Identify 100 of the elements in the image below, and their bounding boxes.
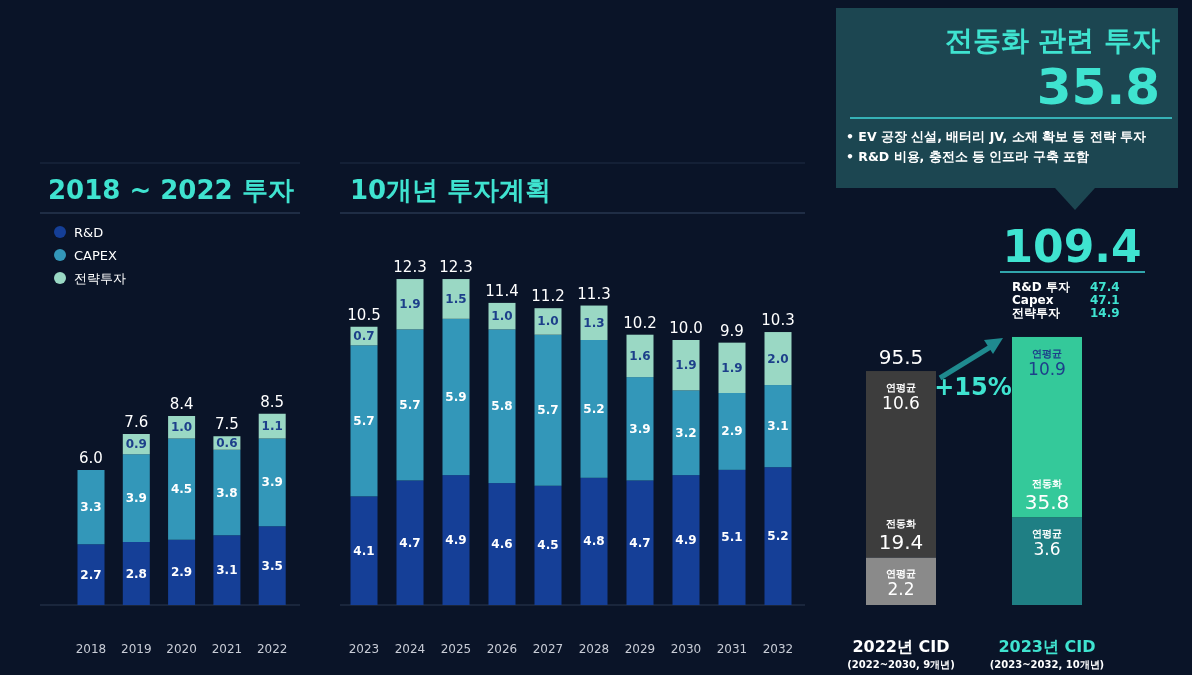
data-label: 1.6: [629, 348, 651, 363]
bar: [672, 390, 700, 476]
total-label: 11.4: [485, 281, 519, 300]
bar: [626, 480, 654, 605]
data-label: 3.9: [629, 421, 651, 436]
data-label: 0.7: [353, 329, 375, 344]
text: (2022~2030, 9개년): [847, 659, 955, 670]
bar: [764, 467, 792, 605]
legend-label: 전략투자: [74, 271, 126, 286]
bar: [488, 329, 516, 484]
bar: [168, 539, 196, 605]
bar: [396, 329, 424, 481]
total-label: 9.9: [720, 321, 744, 340]
data-label: 5.7: [353, 413, 375, 428]
x-tick-label: 2022: [256, 642, 288, 656]
data-label: 5.7: [399, 397, 421, 412]
bar: [764, 332, 792, 386]
bar: [626, 377, 654, 481]
chart-title: 10개년 투자계획: [350, 175, 552, 205]
data-label: 0.9: [125, 437, 147, 452]
bar: [442, 318, 470, 476]
data-label: 4.6: [491, 537, 513, 552]
data-label: 4.7: [629, 535, 651, 550]
total-label: 10.0: [669, 319, 703, 337]
x-tick-label: 2026: [486, 642, 518, 656]
bar: [77, 470, 105, 545]
bar: [258, 438, 286, 527]
bar: [580, 340, 608, 478]
data-label: 2.9: [721, 424, 743, 439]
data-label: 4.8: [583, 534, 605, 549]
x-tick-label: 2025: [440, 642, 472, 656]
bar: [534, 485, 562, 605]
bar: [1012, 517, 1082, 605]
data-label: 0.6: [216, 436, 238, 450]
x-tick-label: 2019: [121, 642, 152, 656]
text: 35.8: [1036, 58, 1160, 116]
annotation: 연평균 10.9: [1028, 347, 1066, 379]
data-label: 3.1: [216, 563, 238, 578]
annotation: 연평균 10.6: [882, 382, 920, 414]
total-label: 7.5: [214, 415, 239, 434]
x-tick-label: 2023년 CID: [998, 637, 1096, 656]
bar: [442, 475, 470, 605]
x-tick-label: 2028: [578, 642, 610, 656]
bar: [626, 334, 654, 378]
data-label: 1.9: [399, 297, 421, 312]
bar: [672, 340, 700, 391]
bar: [122, 542, 150, 605]
data-label: 1.0: [170, 420, 193, 435]
total-label: 8.5: [260, 392, 285, 411]
bar: [396, 480, 424, 605]
total-label: 12.3: [439, 258, 473, 277]
data-label: 3.9: [125, 491, 147, 506]
data-label: 4.9: [675, 533, 697, 548]
x-tick-label: 2031: [716, 642, 748, 656]
text: 전략투자 14.9: [1012, 306, 1120, 320]
data-label: 4.5: [537, 538, 559, 553]
total-label: 11.2: [531, 287, 565, 306]
data-label: 3.1: [767, 419, 789, 434]
bar: [77, 544, 105, 605]
text: • R&D 비용, 충전소 등 인프라 구축 포함: [846, 149, 1090, 164]
data-label: 1.5: [445, 291, 467, 306]
x-tick-label: 2023: [348, 642, 380, 656]
annotation: 연평균 2.2: [886, 568, 916, 600]
total-label: 7.6: [124, 413, 149, 431]
bar: [672, 475, 700, 605]
total-label: 11.3: [577, 284, 611, 303]
data-label: 2.8: [125, 566, 147, 581]
total-label: 6.0: [79, 449, 103, 467]
x-tick-label: 2022년 CID: [852, 637, 950, 656]
bar: [122, 454, 150, 542]
x-tick-label: 2032: [762, 642, 794, 656]
legend-label: R&D: [74, 225, 104, 240]
total-label: 10.5: [347, 305, 381, 324]
data-label: 1.0: [491, 309, 513, 324]
data-label: 1.9: [721, 360, 743, 375]
data-label: 4.7: [399, 535, 421, 550]
bar: [718, 469, 746, 605]
data-label: 5.8: [491, 399, 513, 414]
bar: [1012, 336, 1082, 518]
data-label: 5.2: [583, 401, 605, 416]
data-label: 3.5: [261, 558, 283, 573]
data-label: 2.9: [170, 565, 193, 580]
x-tick-label: 2024: [394, 642, 426, 656]
x-tick-label: 2027: [532, 642, 564, 656]
data-label: 5.1: [721, 530, 743, 545]
data-label: 2.0: [767, 351, 789, 366]
data-label: 2.7: [80, 567, 102, 582]
bar: [718, 393, 746, 470]
x-tick-label: 2030: [670, 642, 702, 656]
annotation: 연평균 3.6: [1032, 528, 1062, 560]
bar: [350, 345, 378, 497]
legend-label: CAPEX: [74, 248, 118, 263]
bar: [866, 557, 936, 605]
data-label: 전동화 35.8: [1024, 478, 1070, 515]
bar: [442, 279, 470, 319]
bar: [168, 438, 196, 540]
data-label: 4.9: [445, 533, 467, 548]
text: (2023~2032, 10개년): [989, 659, 1105, 670]
bar: [580, 477, 608, 605]
bar: [534, 334, 562, 486]
